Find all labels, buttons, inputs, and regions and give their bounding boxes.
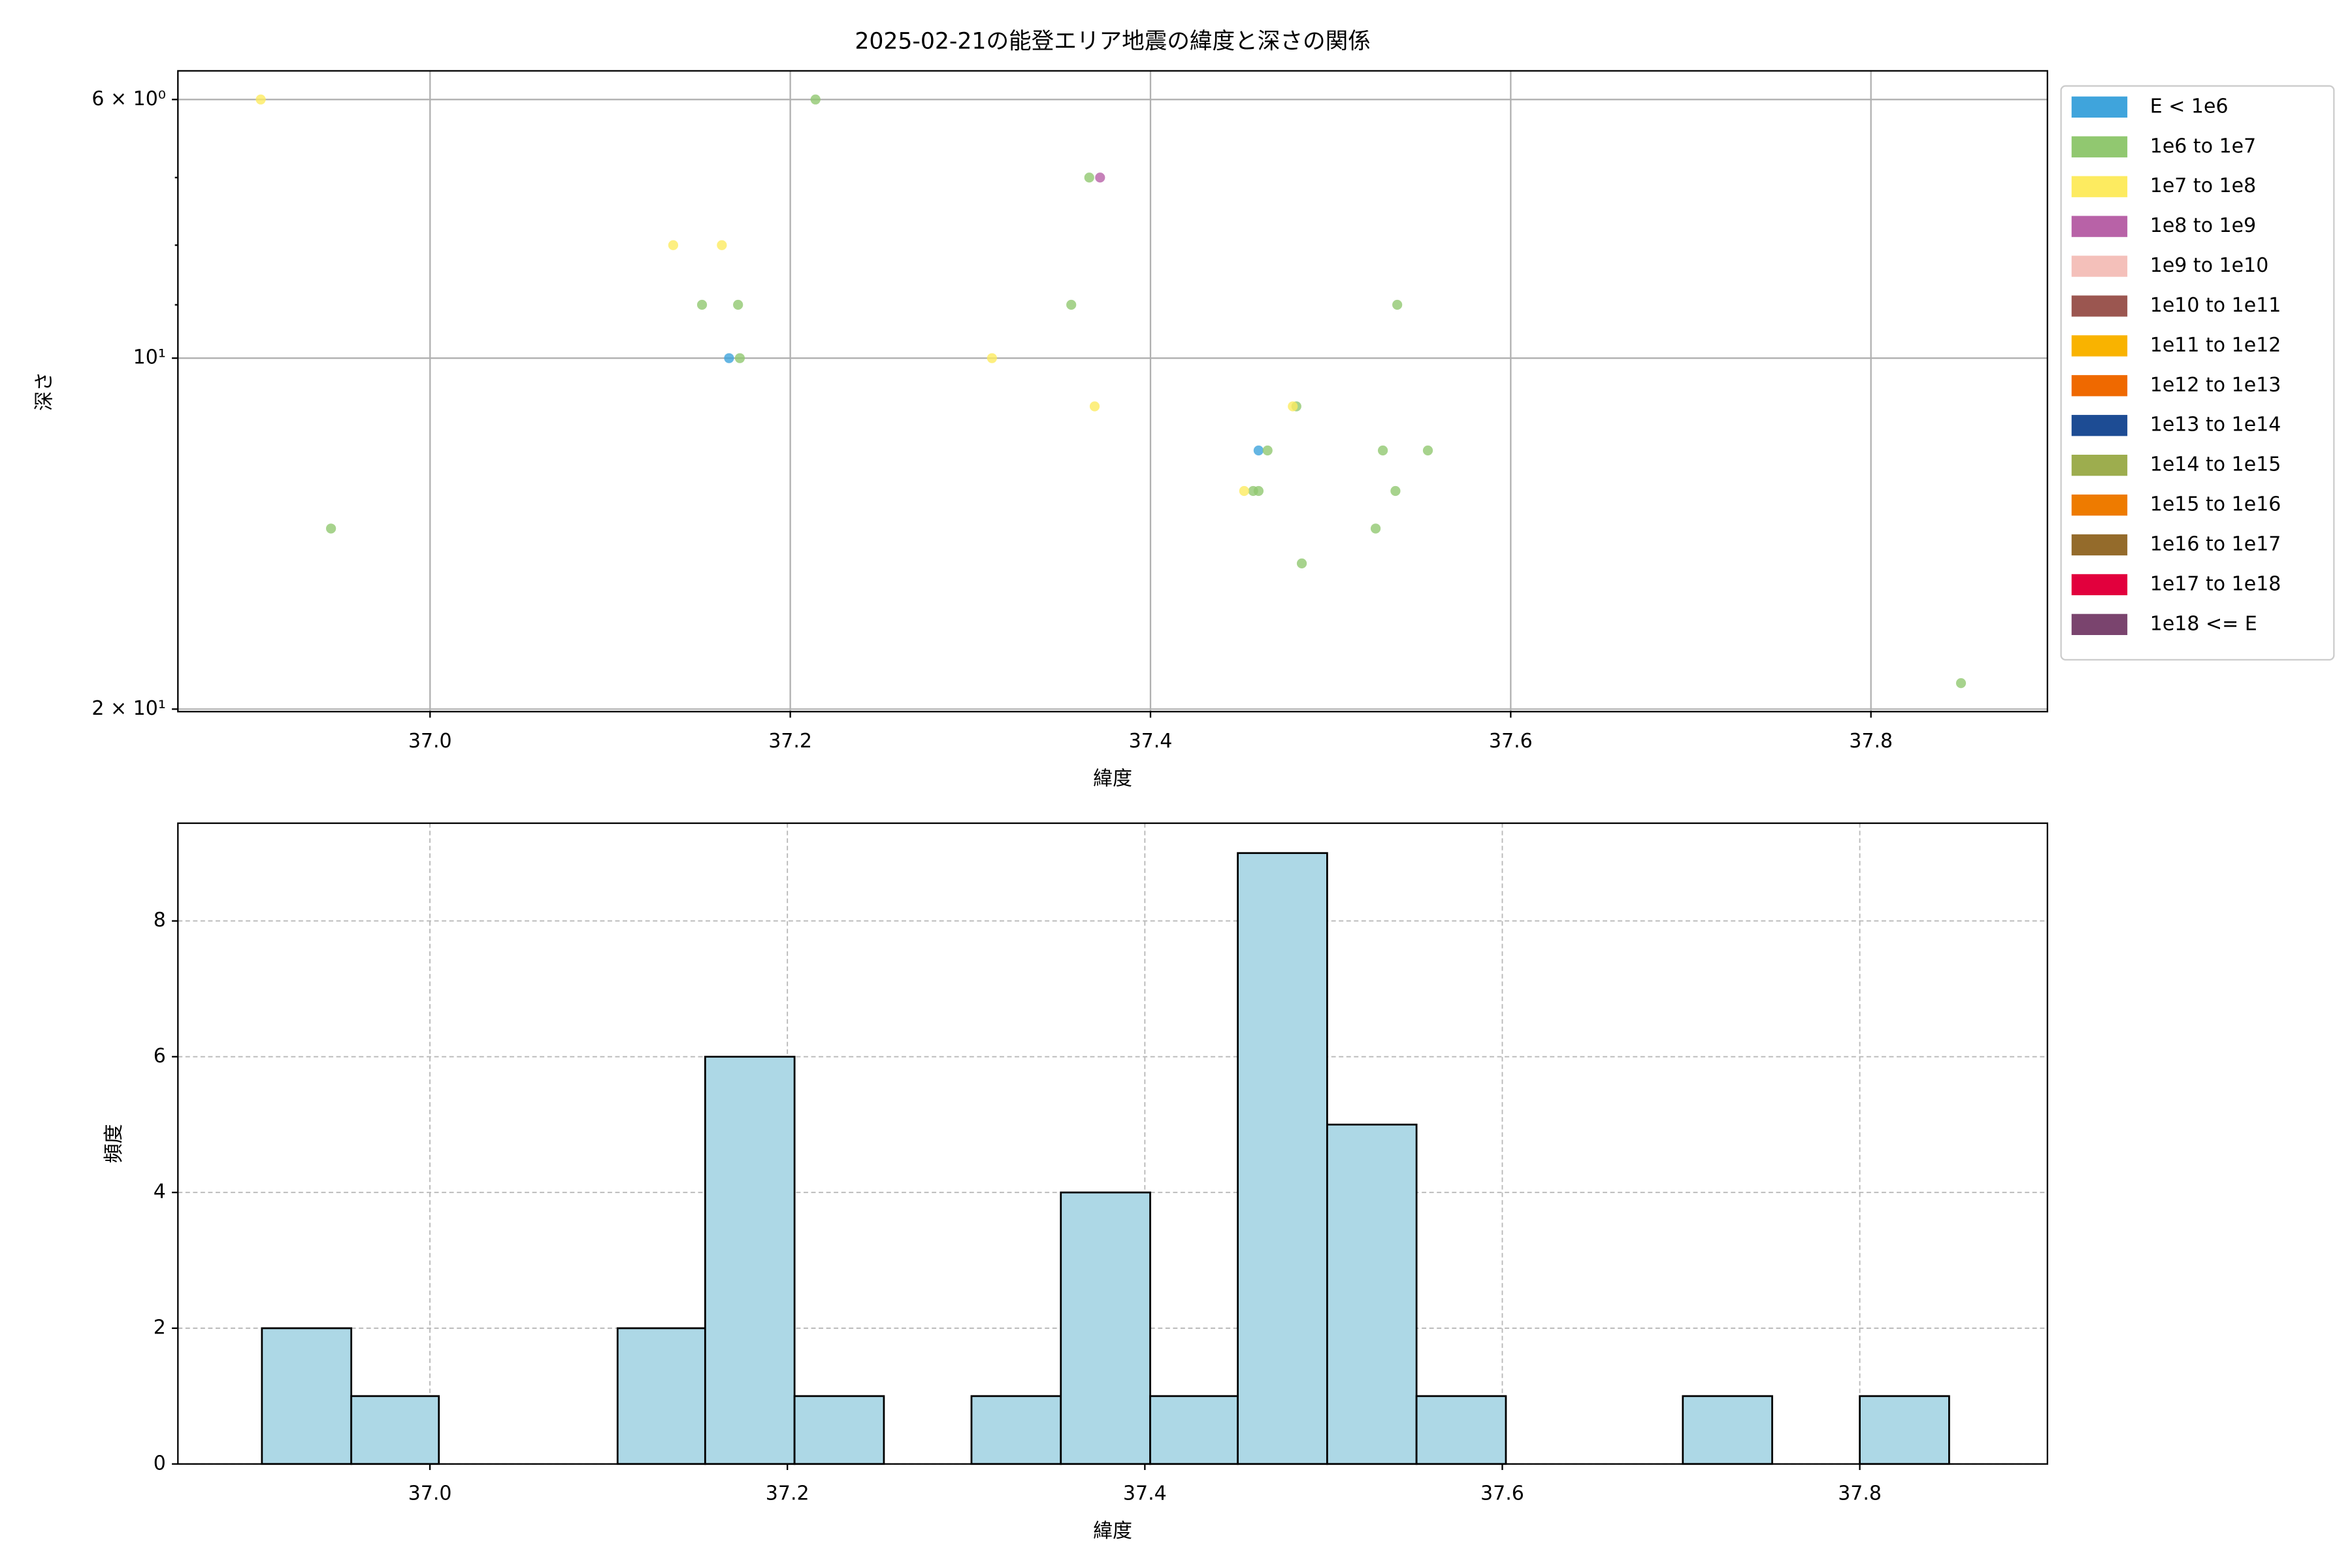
x-tick-label: 37.2: [768, 730, 812, 753]
y-tick-label: 2 × 10¹: [91, 697, 166, 720]
legend-label: 1e8 to 1e9: [2150, 214, 2256, 237]
x-tick-label: 37.6: [1489, 730, 1533, 753]
x-tick-label: 37.4: [1123, 1482, 1167, 1505]
scatter-point: [1084, 172, 1094, 183]
scatter-point: [1253, 485, 1264, 497]
y-tick-label: 4: [154, 1181, 166, 1203]
legend-label: 1e16 to 1e17: [2150, 533, 2281, 556]
legend-swatch: [2071, 375, 2128, 397]
histogram-bar: [1859, 1395, 1950, 1465]
legend-swatch: [2071, 96, 2128, 118]
legend-swatch: [2071, 613, 2128, 635]
y-tick-label: 10¹: [133, 346, 166, 369]
scatter-point: [326, 523, 336, 534]
histogram-bar: [970, 1395, 1062, 1465]
legend-label: 1e17 to 1e18: [2150, 572, 2281, 595]
x-tick-label: 37.4: [1129, 730, 1173, 753]
scatter-point: [1370, 523, 1381, 534]
y-axis-label: 深さ: [33, 372, 56, 411]
scatter-point: [1390, 485, 1401, 497]
histogram-bar: [1682, 1395, 1773, 1465]
x-axis-label: 緯度: [1093, 1520, 1132, 1543]
histogram-bar: [1415, 1395, 1507, 1465]
legend-box: [2060, 85, 2335, 661]
legend-label: 1e12 to 1e13: [2150, 374, 2281, 397]
y-tick-label: 0: [154, 1452, 166, 1475]
legend-label: 1e14 to 1e15: [2150, 453, 2281, 476]
legend-swatch: [2071, 534, 2128, 556]
y-tick-label: 6 × 10⁰: [91, 88, 166, 110]
scatter-point: [987, 353, 997, 363]
plot-frame: [177, 822, 2048, 1465]
y-tick-label: 6: [154, 1045, 166, 1068]
y-tick-label: 8: [154, 909, 166, 932]
scatter-point: [1262, 445, 1273, 456]
scatter-point: [1955, 678, 1967, 689]
histogram-bar: [1149, 1395, 1239, 1465]
scatter-point: [733, 299, 743, 310]
legend-swatch: [2071, 415, 2128, 436]
y-axis-label: 頻度: [103, 1124, 125, 1163]
legend-label: 1e7 to 1e8: [2150, 174, 2256, 197]
scatter-point: [1095, 172, 1105, 183]
scatter-point: [255, 94, 266, 105]
scatter-point: [1253, 445, 1264, 456]
scatter-point: [1422, 445, 1433, 456]
legend-label: 1e15 to 1e16: [2150, 493, 2281, 516]
legend-swatch: [2071, 494, 2128, 516]
legend-label: 1e10 to 1e11: [2150, 294, 2281, 317]
legend-label: 1e18 <= E: [2150, 612, 2257, 635]
histogram-bar: [704, 1056, 796, 1465]
scatter-point: [717, 240, 727, 250]
scatter-point: [734, 353, 745, 363]
legend-swatch: [2071, 136, 2128, 157]
scatter-point: [1377, 445, 1388, 456]
histogram-bar: [1326, 1123, 1418, 1465]
histogram-bar: [261, 1327, 353, 1465]
legend-label: E < 1e6: [2150, 95, 2229, 118]
scatter-point: [1392, 299, 1403, 310]
x-tick-label: 37.0: [408, 730, 452, 753]
chart-title: 2025-02-21の能登エリア地震の緯度と深さの関係: [855, 29, 1371, 55]
x-tick-label: 37.8: [1849, 730, 1893, 753]
y-tick-label: 2: [154, 1316, 166, 1339]
legend-label: 1e13 to 1e14: [2150, 414, 2281, 436]
histogram-bar: [616, 1327, 706, 1465]
legend-swatch: [2071, 574, 2128, 596]
histogram-bar: [793, 1395, 885, 1465]
scatter-point: [668, 240, 679, 250]
scatter-point: [1066, 299, 1077, 310]
legend-swatch: [2071, 176, 2128, 197]
histogram-bar: [1237, 852, 1328, 1465]
plot-frame: [177, 70, 2048, 713]
x-tick-label: 37.0: [408, 1482, 452, 1505]
scatter-point: [1296, 558, 1307, 569]
legend-swatch: [2071, 295, 2128, 317]
legend-swatch: [2071, 455, 2128, 476]
scatter-point: [810, 94, 821, 105]
legend-label: 1e9 to 1e10: [2150, 254, 2269, 277]
legend-swatch: [2071, 255, 2128, 277]
x-tick-label: 37.6: [1480, 1482, 1524, 1505]
legend-swatch: [2071, 335, 2128, 357]
scatter-point: [696, 299, 708, 310]
scatter-point: [1239, 485, 1249, 497]
legend-label: 1e11 to 1e12: [2150, 334, 2281, 357]
x-axis-label: 緯度: [1093, 768, 1132, 791]
scatter-point: [724, 353, 734, 363]
histogram-bar: [350, 1395, 440, 1465]
x-tick-label: 37.8: [1838, 1482, 1882, 1505]
x-tick-label: 37.2: [766, 1482, 809, 1505]
scatter-point: [1089, 401, 1100, 412]
legend-label: 1e6 to 1e7: [2150, 135, 2256, 157]
histogram-bar: [1060, 1191, 1151, 1465]
scatter-point: [1288, 401, 1298, 412]
legend-swatch: [2071, 216, 2128, 237]
